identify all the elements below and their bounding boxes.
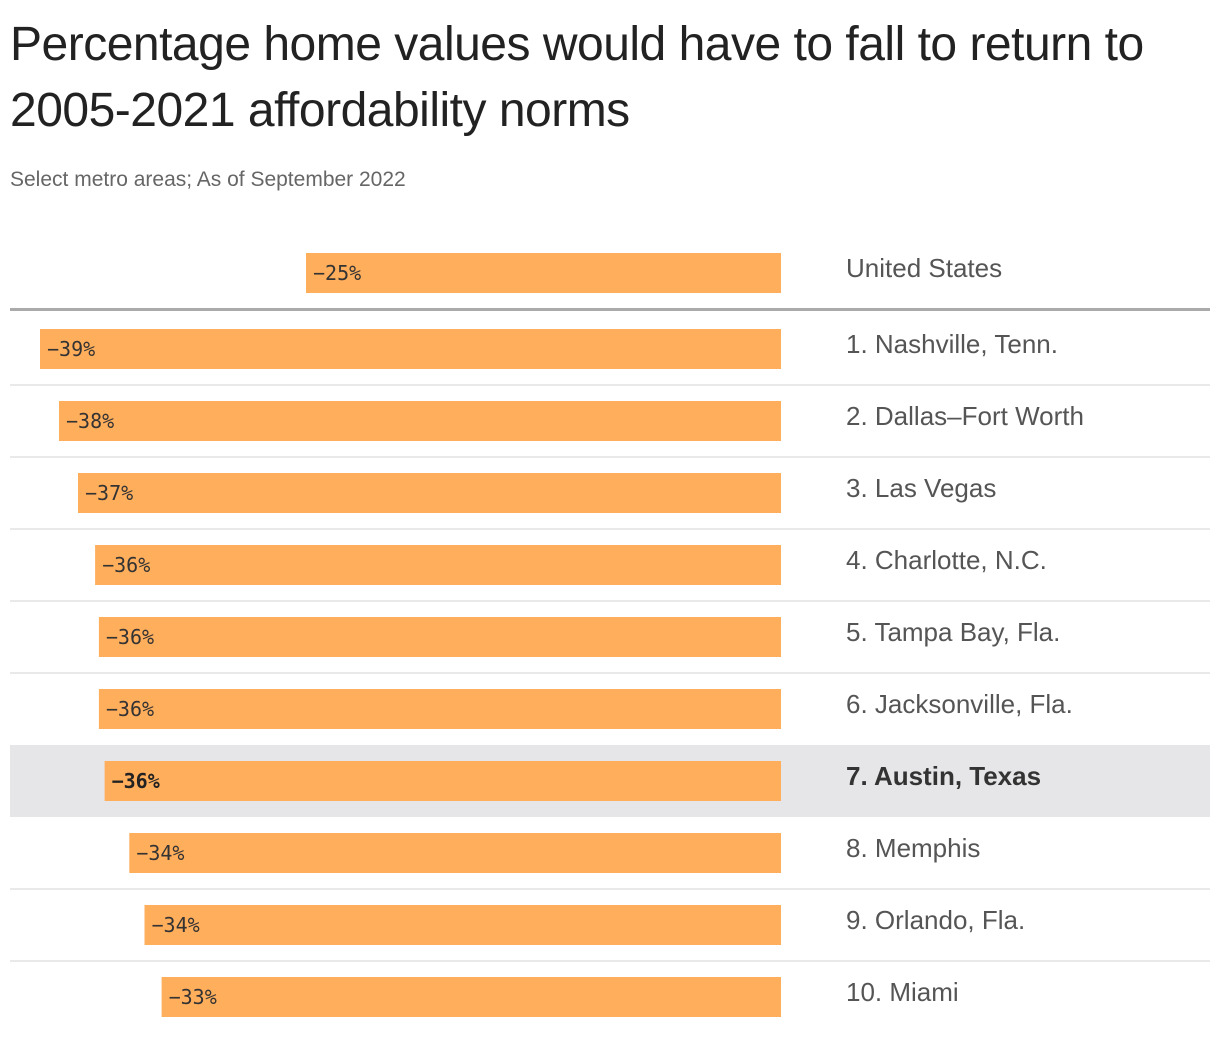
row-3-value-label: −37% [85, 481, 133, 505]
row-1-bar [40, 329, 781, 369]
chart-subtitle: Select metro areas; As of September 2022 [10, 168, 406, 191]
row-5-category-label: 5. Tampa Bay, Fla. [846, 617, 1060, 647]
row-4-value-label: −36% [102, 553, 150, 577]
row-8-category-label: 8. Memphis [846, 833, 980, 863]
reference-bar [306, 253, 781, 293]
row-1-value-label: −39% [47, 337, 95, 361]
row-6-category-label: 6. Jacksonville, Fla. [846, 689, 1073, 719]
row-10-category-label: 10. Miami [846, 977, 959, 1007]
row-2-value-label: −38% [66, 409, 114, 433]
row-3-bar [78, 473, 781, 513]
row-5-value-label: −36% [106, 625, 154, 649]
row-2-bar [59, 401, 781, 441]
row-7-category-label: 7. Austin, Texas [846, 761, 1041, 791]
row-6-value-label: −36% [106, 697, 154, 721]
reference-category-label: United States [846, 253, 1002, 283]
row-5-bar [98, 617, 781, 657]
row-8-bar [129, 833, 782, 873]
row-10-value-label: −33% [169, 985, 217, 1009]
row-3-category-label: 3. Las Vegas [846, 473, 996, 503]
row-7-bar [104, 761, 782, 801]
row-1-category-label: 1. Nashville, Tenn. [846, 329, 1058, 359]
row-6-bar [98, 689, 781, 729]
row-9-category-label: 9. Orlando, Fla. [846, 905, 1025, 935]
row-4-category-label: 4. Charlotte, N.C. [846, 545, 1047, 575]
row-9-bar [144, 905, 781, 945]
row-10-bar [161, 977, 782, 1017]
chart-title: Percentage home values would have to fal… [10, 18, 1144, 137]
row-8-value-label: −34% [136, 841, 184, 865]
row-4-bar [95, 545, 782, 585]
row-9-value-label: −34% [152, 913, 200, 937]
reference-value-label: −25% [313, 261, 361, 285]
row-2-category-label: 2. Dallas–Fort Worth [846, 401, 1084, 431]
reference-divider [10, 308, 1210, 311]
row-7-value-label: −36% [112, 769, 160, 793]
